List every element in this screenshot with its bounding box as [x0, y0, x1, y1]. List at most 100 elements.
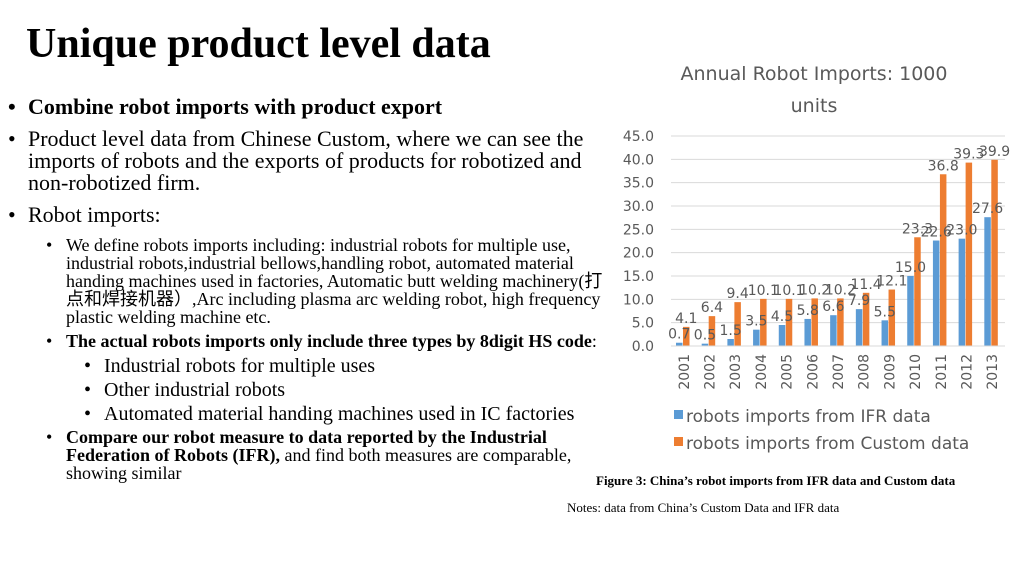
legend-swatch-ifr [674, 410, 683, 419]
hs-code-bold-text: The actual robots imports only include t… [66, 331, 592, 351]
data-label-custom: 6.4 [701, 300, 723, 316]
y-tick-label: 30.0 [623, 199, 654, 215]
data-label-ifr: 4.5 [771, 309, 793, 325]
bar-custom [811, 298, 818, 346]
bar-ifr [830, 315, 837, 346]
data-label-ifr: 1.5 [720, 323, 742, 339]
bar-custom [708, 316, 716, 346]
sub-bullet-definition: We define robots imports including: indu… [8, 236, 608, 326]
data-label-ifr: 5.8 [797, 303, 819, 319]
chart-title-line-1: Annual Robot Imports: 1000 [681, 63, 948, 85]
bar-ifr [778, 325, 786, 346]
bar-custom [683, 326, 690, 346]
y-tick-label: 25.0 [623, 222, 654, 238]
data-label-ifr: 6.6 [822, 299, 844, 315]
y-tick-label: 15.0 [623, 269, 654, 285]
bar-ifr [881, 320, 889, 346]
bar-custom [785, 298, 793, 346]
x-tick-label: 2006 [805, 354, 821, 390]
x-tick-label: 2002 [703, 354, 719, 390]
bar-custom [939, 174, 947, 346]
x-tick-label: 2010 [908, 354, 924, 390]
y-tick-label: 0.0 [632, 339, 654, 355]
data-label-ifr: 5.5 [874, 304, 896, 320]
bar-ifr [855, 309, 863, 346]
bar-ifr [958, 238, 966, 346]
bar-custom [991, 159, 998, 346]
page-title: Unique product level data [26, 21, 491, 67]
data-label-custom: 39.9 [979, 144, 1010, 160]
data-label-ifr: 22.6 [921, 225, 952, 241]
data-label-custom: 11.4 [851, 277, 882, 293]
bar-custom [965, 162, 973, 346]
x-tick-label: 2012 [959, 354, 975, 390]
data-label-ifr: 0.7 [668, 327, 690, 343]
figure-caption: Figure 3: China’s robot imports from IFR… [596, 473, 956, 488]
data-label-custom: 36.8 [928, 158, 959, 174]
data-label-custom: 10.1 [748, 283, 779, 299]
sub-bullet-hs-code: The actual robots imports only include t… [8, 332, 608, 350]
bar-custom [888, 289, 896, 346]
bar-ifr [804, 318, 811, 346]
robot-imports-chart: Annual Robot Imports: 1000 units 0.0 5.0 10.… [623, 63, 1010, 454]
chart-title-line-2: units [791, 95, 838, 117]
bar-custom [760, 298, 767, 346]
bar-ifr [676, 342, 683, 346]
y-tick-label: 20.0 [623, 246, 654, 262]
legend-label-custom: robots imports from Custom data [686, 434, 969, 454]
y-tick-label: 40.0 [623, 152, 654, 168]
x-tick-label: 2004 [754, 354, 770, 390]
data-label-custom: 10.1 [773, 283, 804, 299]
compare-tail-text: and find both measures are comparable, s… [66, 445, 572, 483]
x-tick-label: 2005 [780, 354, 796, 390]
data-label-custom: 9.4 [727, 286, 749, 302]
bar-ifr [701, 343, 709, 346]
legend-label-ifr: robots imports from IFR data [686, 407, 931, 427]
y-tick-label: 10.0 [623, 292, 654, 308]
hs-item-2: Other industrial robots [8, 380, 608, 400]
data-label-ifr: 3.5 [745, 314, 767, 330]
data-label-ifr: 15.0 [895, 260, 926, 276]
bar-ifr [984, 217, 991, 346]
figure-notes: Notes: data from China’s Custom Data and… [567, 500, 840, 515]
data-label-custom: 4.1 [675, 311, 697, 327]
bullet-combine: Combine robot imports with product expor… [8, 96, 608, 119]
bar-custom [862, 292, 870, 346]
bullet-product-data: Product level data from Chinese Custom, … [8, 128, 608, 194]
data-label-ifr: 0.5 [694, 328, 716, 344]
bullet-robot-imports: Robot imports: [8, 204, 608, 227]
bar-ifr [932, 240, 940, 346]
x-tick-label: 2013 [985, 354, 1001, 390]
data-label-ifr: 27.6 [972, 201, 1003, 217]
data-label-custom: 39.3 [953, 147, 984, 163]
compare-bold-text: Compare our robot measure to data report… [66, 427, 547, 465]
hs-item-1: Industrial robots for multiple uses [8, 356, 608, 376]
data-label-ifr: 7.9 [848, 293, 870, 309]
bar-ifr [907, 276, 914, 346]
bar-ifr [753, 329, 760, 346]
x-tick-label: 2011 [934, 354, 950, 390]
data-label-custom: 12.1 [876, 274, 907, 290]
data-label-custom: 23.3 [902, 221, 933, 237]
data-label-custom: 10.2 [799, 282, 830, 298]
bullet-list: Combine robot imports with product expor… [8, 96, 608, 488]
y-tick-label: 35.0 [623, 176, 654, 192]
bar-custom [914, 237, 921, 346]
x-tick-label: 2003 [728, 354, 744, 390]
data-label-custom: 10.2 [825, 282, 856, 298]
chart-container: Annual Robot Imports: 1000 units 0.0 5.0 10.… [600, 58, 1024, 458]
y-tick-label: 45.0 [623, 129, 654, 145]
y-tick-label: 5.0 [632, 316, 654, 332]
x-tick-label: 2008 [857, 354, 873, 390]
data-label-ifr: 23.0 [946, 223, 977, 239]
x-tick-label: 2009 [882, 354, 898, 390]
x-tick-label: 2007 [831, 354, 847, 390]
bar-ifr [727, 339, 734, 346]
sub-bullet-compare: Compare our robot measure to data report… [8, 428, 608, 482]
hs-item-3: Automated material handing machines used… [8, 404, 608, 424]
bar-custom [837, 298, 844, 346]
x-tick-label: 2001 [677, 354, 693, 390]
legend-swatch-custom [674, 437, 683, 446]
hs-code-tail-text: : [591, 331, 597, 351]
bar-custom [734, 302, 741, 346]
